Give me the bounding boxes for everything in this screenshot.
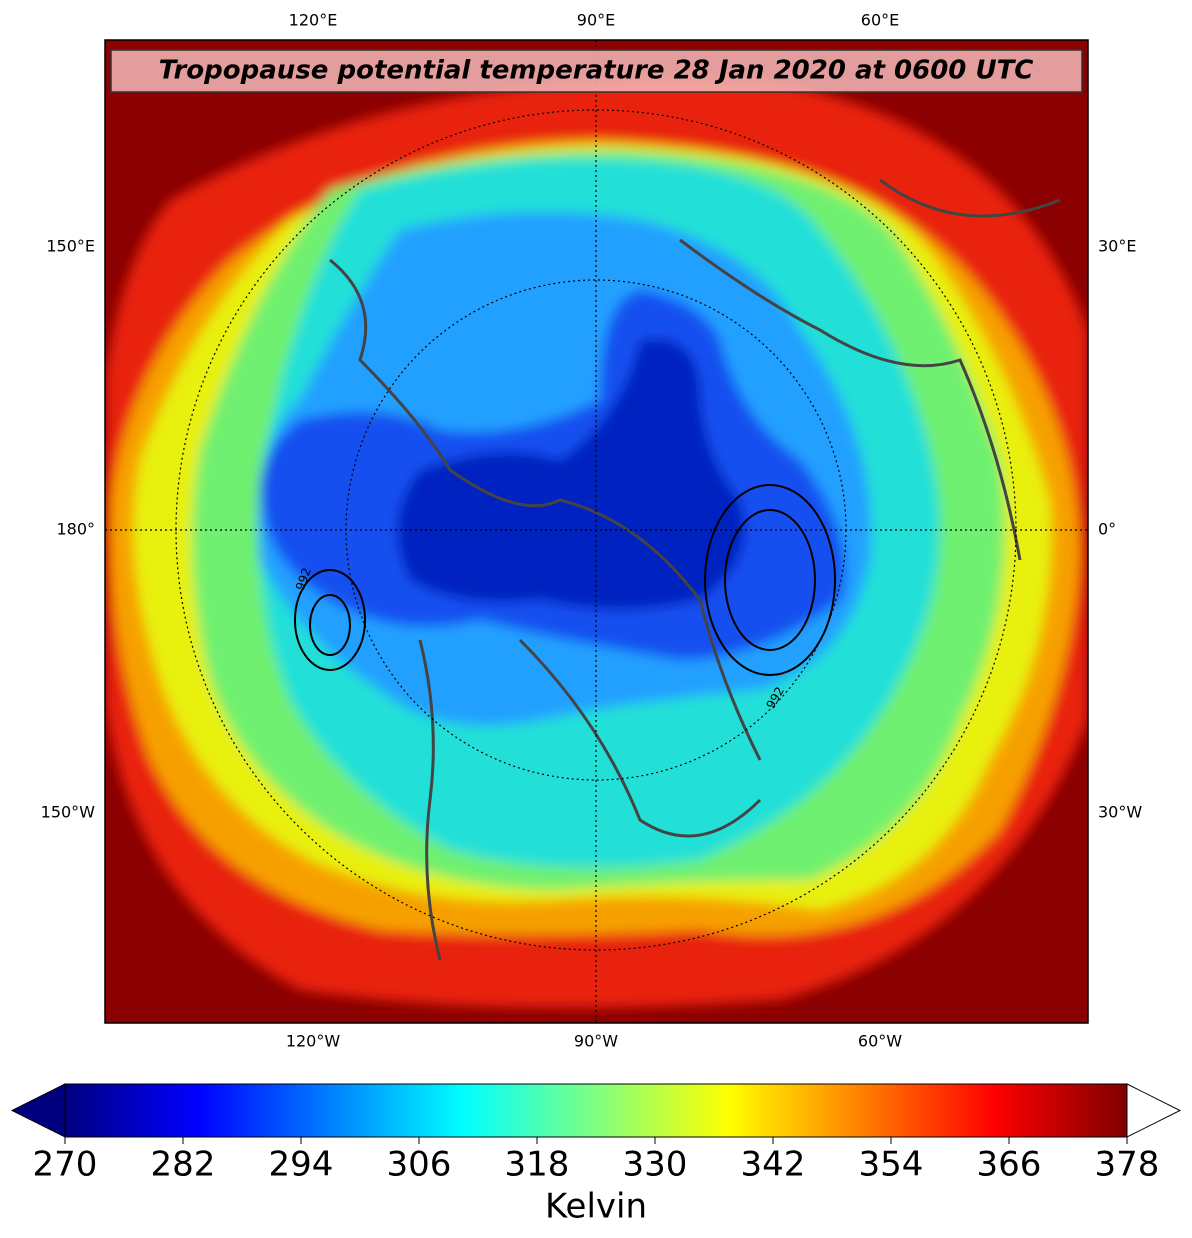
- longitude-label: 60°W: [858, 1032, 902, 1051]
- longitude-label: 60°E: [861, 11, 899, 30]
- contour: [294, 569, 366, 671]
- coastline: [329, 258, 762, 761]
- colorbar-tick-label: 282: [151, 1145, 216, 1185]
- contour: [309, 594, 351, 656]
- longitude-label: 90°E: [577, 11, 615, 30]
- longitude-label: 120°W: [286, 1032, 341, 1051]
- longitude-label: 120°E: [289, 11, 338, 30]
- colorbar-extend-high: [1126, 1083, 1182, 1138]
- colorbar-tick-label: 354: [859, 1145, 924, 1185]
- longitude-label: 180°: [56, 520, 95, 539]
- colorbar-tick-label: 378: [1095, 1145, 1160, 1185]
- contour: [704, 484, 836, 676]
- longitude-label: 150°E: [46, 237, 95, 256]
- longitude-label: 90°W: [574, 1032, 618, 1051]
- graticule: [105, 40, 1088, 1023]
- title-box: [110, 49, 1083, 93]
- colorbar-tick-label: 306: [387, 1145, 452, 1185]
- title: Tropopause potential temperature 28 Jan …: [159, 56, 1034, 86]
- graticule-line: [175, 109, 1017, 951]
- longitude-label: 30°W: [1098, 803, 1142, 822]
- colorbar-tick-label: 318: [505, 1145, 570, 1185]
- pressure-contours: [294, 484, 836, 676]
- coastline: [679, 178, 1061, 561]
- coastline: [418, 638, 762, 961]
- temperature-field: [105, 77, 1088, 1008]
- contour: [724, 509, 816, 651]
- colorbar-tick-label: 294: [269, 1145, 334, 1185]
- graticule-line: [345, 279, 847, 781]
- map: 992 992: [105, 40, 1088, 1023]
- field-deep-blue: [397, 338, 745, 610]
- map-frame: [104, 39, 1089, 1024]
- colorbar-tick-label: 342: [741, 1145, 806, 1185]
- colorbar-tick-label: 270: [33, 1145, 98, 1185]
- colorbar-label: Kelvin: [545, 1187, 647, 1227]
- colorbar: [64, 1083, 1128, 1138]
- longitude-label: 30°E: [1098, 237, 1136, 256]
- coastlines: [329, 178, 1061, 961]
- colorbar-tick-label: 366: [977, 1145, 1042, 1185]
- longitude-label: 0°: [1098, 520, 1116, 539]
- colorbar-tick-label: 330: [623, 1145, 688, 1185]
- colorbar-extend-low: [10, 1083, 66, 1138]
- longitude-label: 150°W: [41, 803, 96, 822]
